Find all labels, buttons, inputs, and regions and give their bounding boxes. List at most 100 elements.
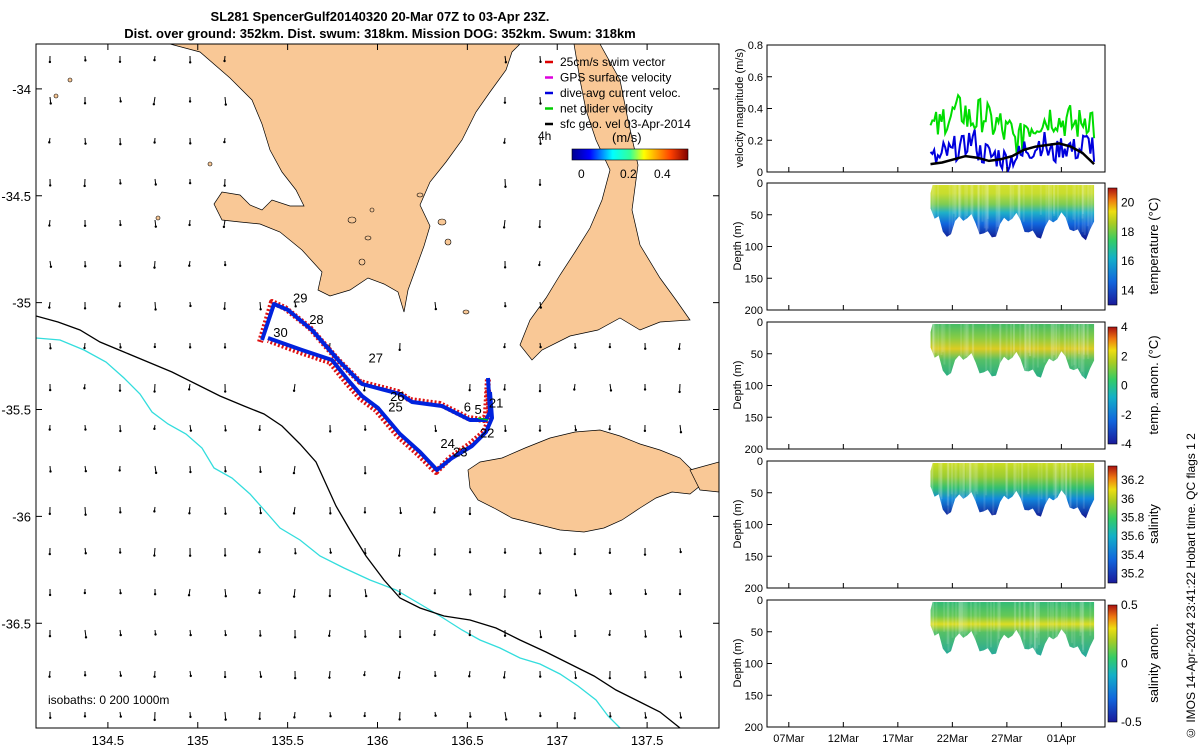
velocity-series-line xyxy=(930,142,1095,166)
sfc-velocity-arrow-head xyxy=(504,429,507,433)
sfc-velocity-arrow-head xyxy=(84,142,87,145)
sfc-velocity-arrow-head xyxy=(153,427,156,431)
sfc-velocity-arrow-head xyxy=(503,634,507,637)
sfc-velocity-arrow-head xyxy=(608,676,612,680)
time-tick-label: 07Mar xyxy=(773,733,805,745)
time-tick-label: 01Apr xyxy=(1047,733,1077,745)
depth-ytick-label: 150 xyxy=(745,690,763,702)
map-lon-tick-label: 134.5 xyxy=(92,733,125,748)
sfc-velocity-arrow-head xyxy=(49,347,52,350)
map-lon-tick-label: 135 xyxy=(187,733,209,748)
sfc-velocity-arrow-head xyxy=(539,60,542,64)
sfc-velocity-arrow-head xyxy=(398,593,402,596)
sfc-velocity-arrow-head xyxy=(152,103,156,106)
sfc-velocity-arrow-head xyxy=(259,511,262,515)
velocity-ytick-label: 0.2 xyxy=(748,135,763,147)
sfc-velocity-arrow-head xyxy=(224,633,227,637)
sfc-velocity-arrow-head xyxy=(154,183,157,186)
sfc-velocity-arrow xyxy=(504,711,507,720)
sfc-velocity-arrow-head xyxy=(539,306,543,309)
sfc-velocity-arrow-head xyxy=(539,142,542,145)
sfc-velocity-arrow xyxy=(503,219,506,228)
track-day-label: 26 xyxy=(390,389,404,404)
track-green-net xyxy=(477,417,489,421)
sfc-velocity-arrow-head xyxy=(503,141,506,144)
sfc-velocity-arrow-head xyxy=(573,634,577,638)
sfc-velocity-arrow-head xyxy=(118,389,122,392)
colorbar-tick-label: 36 xyxy=(1121,492,1135,506)
colorbar-tick-label: 14 xyxy=(1121,283,1135,297)
sfc-velocity-arrow-head xyxy=(292,389,296,392)
sfc-velocity-arrow-head xyxy=(503,101,507,104)
sfc-velocity-arrow-head xyxy=(188,346,192,349)
sfc-velocity-arrow-head xyxy=(153,510,156,513)
sfc-velocity-arrow-head xyxy=(398,554,401,557)
colorbar-title: (m/s) xyxy=(612,130,642,145)
sfc-velocity-arrow-head xyxy=(188,61,192,64)
colorbar-tick-label: -0.5 xyxy=(1121,715,1142,729)
map-colorbar xyxy=(571,148,689,161)
colorbar-tick-label: 0.5 xyxy=(1121,598,1138,612)
map-lon-tick-label: 136 xyxy=(367,733,389,748)
colorbar-tick-label: 0 xyxy=(1121,657,1128,671)
sfc-velocity-arrow-head xyxy=(48,593,52,597)
sfc-velocity-arrow-head xyxy=(538,429,542,432)
sfc-velocity-arrow-head xyxy=(223,263,227,267)
sfc-velocity-arrow-head xyxy=(48,306,51,309)
depth-section-heatmap xyxy=(930,463,1095,519)
colorbar-tick-label: 4 xyxy=(1121,320,1128,334)
sfc-velocity-arrow-head xyxy=(503,551,507,554)
sfc-velocity-arrow-head xyxy=(118,264,122,268)
sfc-velocity-arrow-head xyxy=(119,346,122,349)
depth-ylabel: Depth (m) xyxy=(732,222,744,271)
map-legend: 25cm/s swim vector GPS surface velocitydi… xyxy=(538,55,691,181)
sfc-velocity-arrow-head xyxy=(119,591,122,595)
sfc-velocity-arrow-head xyxy=(679,716,683,719)
sfc-velocity-arrow xyxy=(224,96,227,105)
track-day-label: 21 xyxy=(489,395,503,410)
sfc-velocity-arrow xyxy=(679,424,682,433)
velocity-series-line xyxy=(929,93,1096,157)
sfc-velocity-arrow-head xyxy=(119,100,122,103)
sfc-velocity-arrow-head xyxy=(258,428,261,432)
sfc-velocity-arrow-head xyxy=(83,715,87,718)
map-lat-tick-label: -34.5 xyxy=(1,189,31,204)
sfc-velocity-arrow-head xyxy=(119,715,122,718)
colorbar-label: temperature (°C) xyxy=(1146,198,1161,295)
map-lat-tick-label: -36 xyxy=(12,509,31,524)
depth-ytick-label: 150 xyxy=(745,273,763,285)
sfc-velocity-arrow-head xyxy=(49,265,53,268)
sfc-velocity-arrow-head xyxy=(48,552,51,556)
map-lon-tick-label: 137 xyxy=(546,733,568,748)
sfc-velocity-arrow-head xyxy=(397,676,401,679)
velocity-lines: 0 0.2 0.4 0.6 0.8 xyxy=(748,40,1096,179)
depth-ytick-label: 0 xyxy=(757,456,763,468)
colorbar-tick-label: 0 xyxy=(1121,379,1128,393)
sfc-velocity-arrow-head xyxy=(538,183,542,186)
sfc-velocity-arrow-head xyxy=(49,102,52,105)
colorbar-tick-label: 35.2 xyxy=(1121,567,1145,581)
sfc-velocity-arrow-head xyxy=(643,553,647,556)
sfc-velocity-arrow-head xyxy=(539,551,542,555)
sfc-velocity-arrow-head xyxy=(469,715,472,718)
time-tick-label: 27Mar xyxy=(991,733,1023,745)
depth-ytick-label: 50 xyxy=(751,627,763,639)
sfc-velocity-arrow-head xyxy=(363,389,366,392)
sfc-velocity-arrow-head xyxy=(503,266,507,269)
sfc-velocity-arrow-head xyxy=(153,345,157,349)
sfc-velocity-arrow-head xyxy=(678,592,682,596)
sfc-velocity-arrow-head xyxy=(539,635,543,639)
map-lat-tick-label: -35 xyxy=(12,296,31,311)
sfc-velocity-arrow-head xyxy=(153,554,156,557)
isobath-200m xyxy=(36,315,681,728)
colorbar-tick: 0 xyxy=(578,167,585,181)
sfc-velocity-arrow xyxy=(153,547,156,556)
depth-colorbar xyxy=(1107,326,1118,445)
sfc-velocity-arrow-head xyxy=(469,593,472,596)
sfc-velocity-arrow-head xyxy=(468,551,472,554)
sfc-velocity-arrow-head xyxy=(49,470,52,473)
sfc-velocity-arrow xyxy=(84,629,87,638)
sfc-velocity-arrow-head xyxy=(49,716,52,719)
sfc-velocity-arrow-head xyxy=(48,141,51,144)
sfc-velocity-arrow-head xyxy=(363,714,366,718)
